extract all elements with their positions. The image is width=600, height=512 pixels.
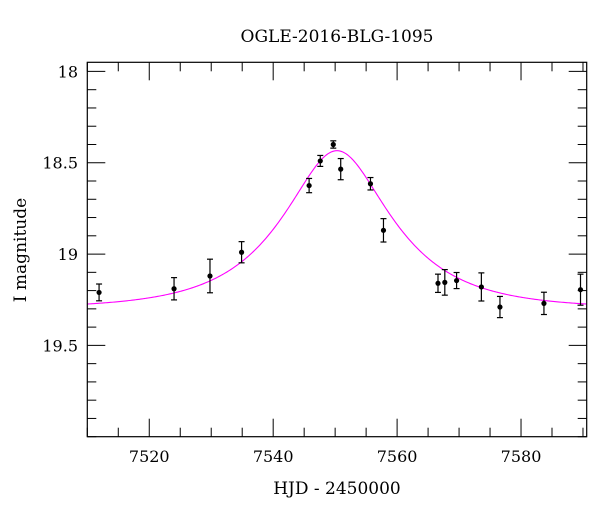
data-point bbox=[367, 181, 374, 187]
data-point bbox=[238, 249, 245, 255]
x-tick-label: 7580 bbox=[501, 447, 542, 466]
data-point bbox=[541, 300, 547, 306]
model-curve bbox=[87, 150, 587, 305]
x-axis-label: HJD - 2450000 bbox=[273, 479, 401, 499]
x-tick-label: 7540 bbox=[253, 447, 294, 466]
x-tick-label: 7560 bbox=[377, 447, 418, 466]
tick-labels: 7520 7540 7560 7580 18 18.5 19 19.5 bbox=[42, 62, 541, 466]
chart-title: OGLE-2016-BLG-1095 bbox=[241, 27, 434, 47]
data-point bbox=[478, 284, 484, 290]
data-point bbox=[317, 158, 323, 164]
y-axis-label: I magnitude bbox=[11, 198, 31, 302]
data-point bbox=[442, 279, 448, 285]
data-point bbox=[330, 141, 336, 148]
data-point bbox=[453, 277, 460, 284]
data-point bbox=[577, 287, 584, 293]
axis-ticks bbox=[86, 62, 587, 438]
data-point bbox=[306, 182, 312, 189]
data-point bbox=[96, 289, 102, 296]
y-tick-label: 18.5 bbox=[42, 154, 78, 173]
data-point bbox=[207, 273, 213, 279]
data-point bbox=[497, 304, 503, 310]
data-points bbox=[96, 140, 584, 319]
data-point bbox=[338, 166, 344, 172]
y-tick-label: 19.5 bbox=[42, 336, 78, 355]
data-point bbox=[171, 286, 177, 292]
y-tick-label: 19 bbox=[58, 245, 78, 264]
x-tick-label: 7520 bbox=[129, 447, 170, 466]
plot-frame bbox=[86, 61, 588, 438]
data-point bbox=[380, 227, 387, 233]
y-tick-label: 18 bbox=[58, 62, 78, 81]
data-point bbox=[435, 280, 441, 286]
